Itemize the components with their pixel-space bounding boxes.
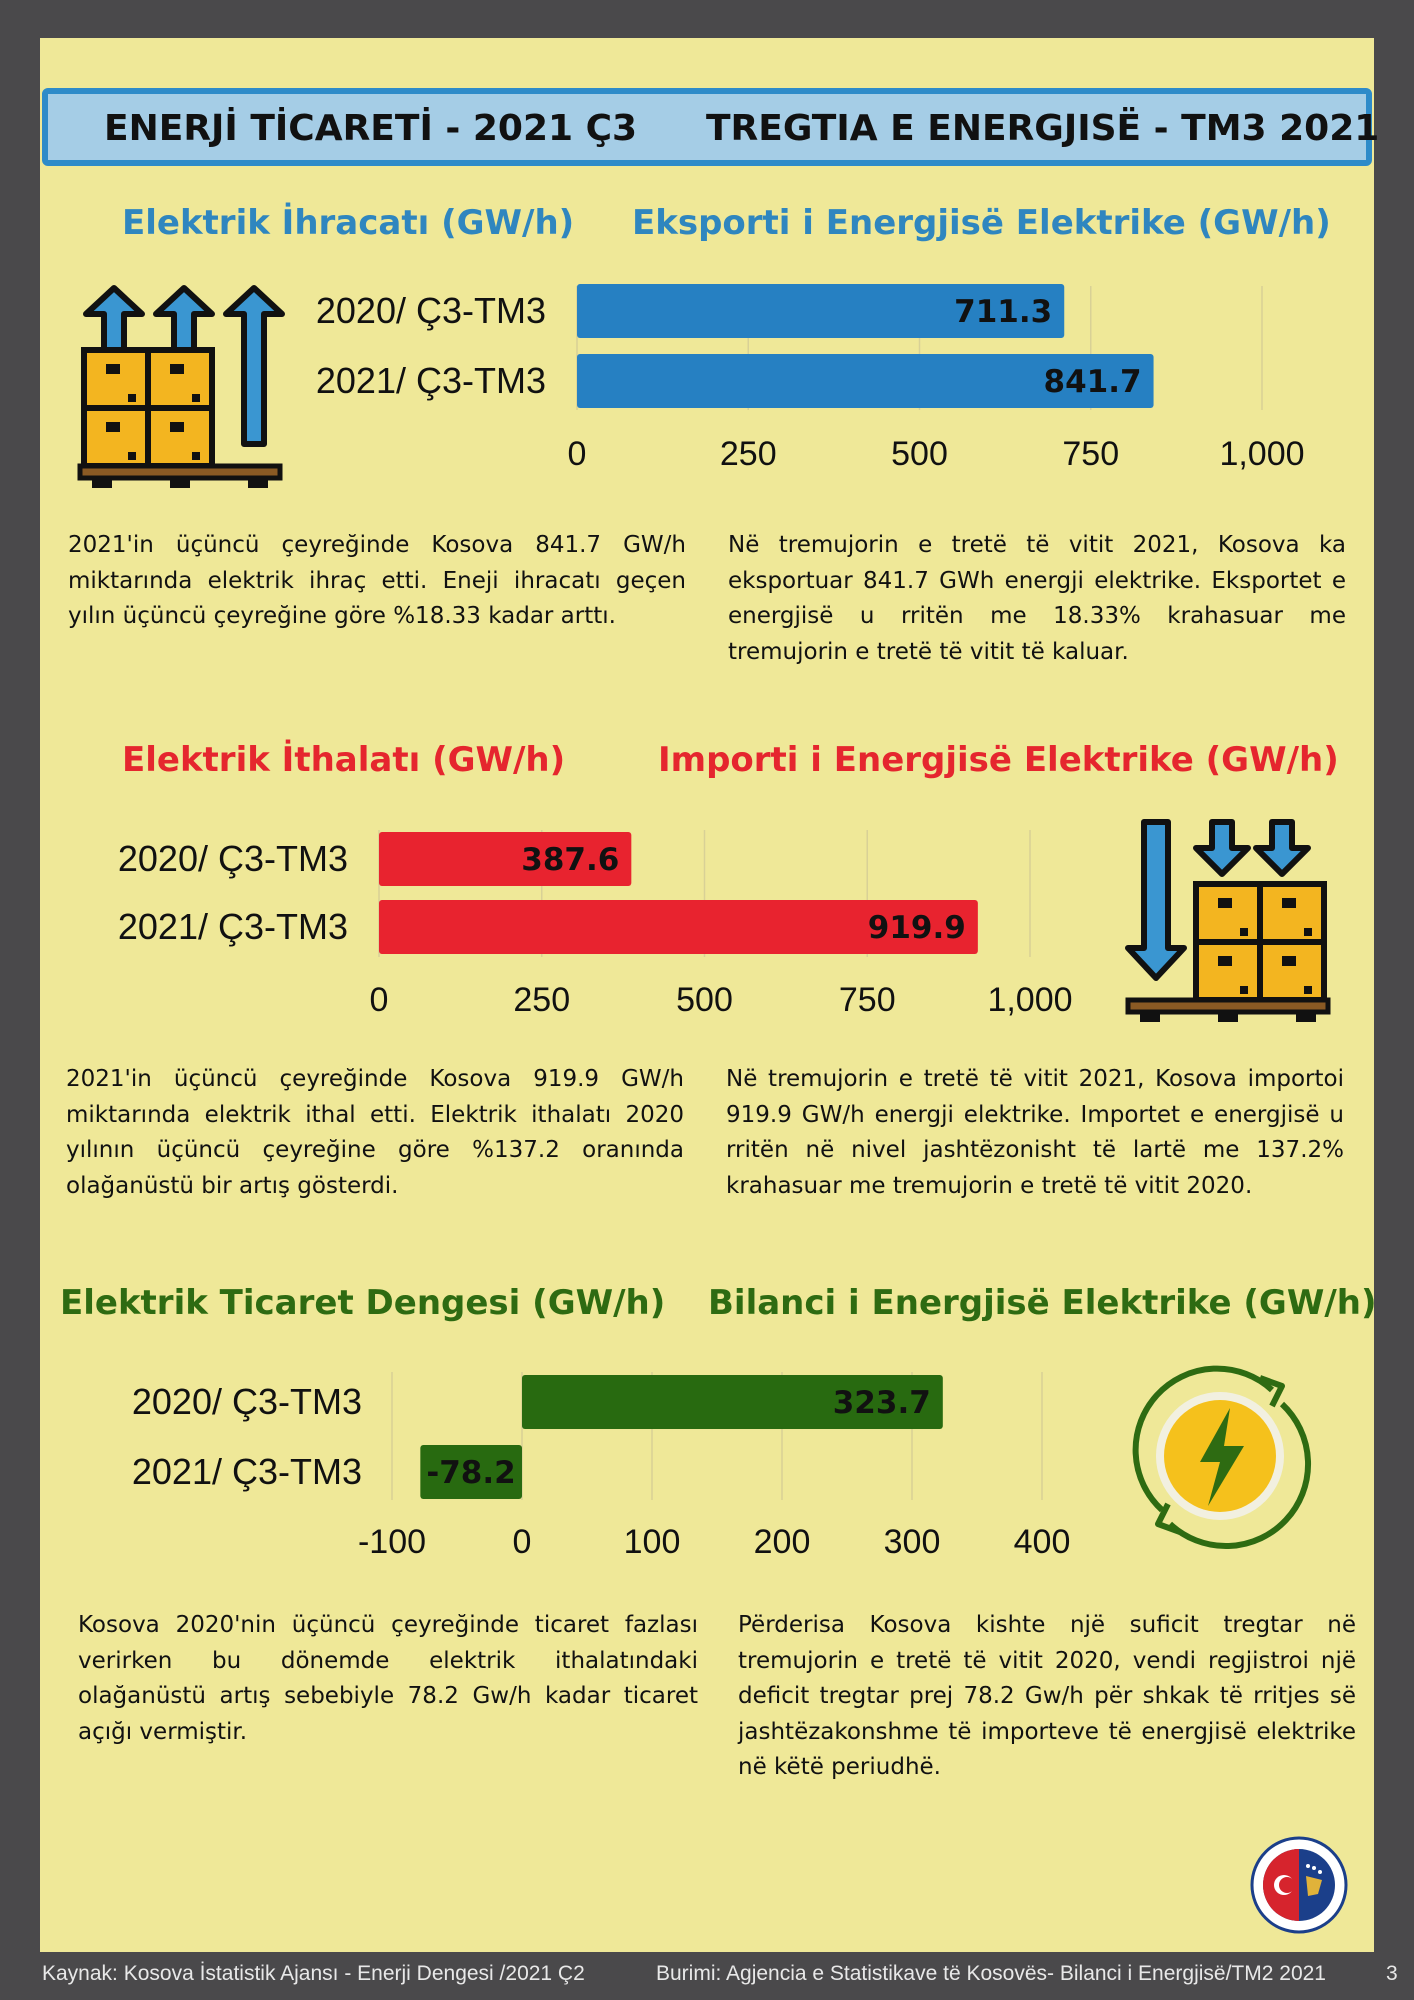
exports-bar — [577, 284, 1065, 338]
exports-tick-label: 500 — [891, 435, 948, 473]
balance-text-sq: Përderisa Kosova kishte një suficit treg… — [738, 1612, 1356, 1780]
header-title-tr: ENERJİ TİCARETİ - 2021 Ç3 — [104, 108, 638, 149]
imports-title-sq: Importi i Energjisë Elektrike (GW/h) — [658, 740, 1339, 780]
exports-text-tr: 2021'in üçüncü çeyreğinde Kosova 841.7 G… — [68, 532, 686, 629]
imports-tick-label: 1,000 — [987, 981, 1072, 1019]
exports-tick-label: 0 — [568, 435, 587, 473]
imports-text-sq: Në tremujorin e tretë të vitit 2021, Kos… — [726, 1066, 1344, 1199]
balance-tick-label: 300 — [884, 1523, 941, 1561]
balance-bar — [420, 1445, 522, 1499]
imports-data-label: 919.9 — [868, 910, 966, 946]
balance-title-tr: Elektrik Ticaret Dengesi (GW/h) — [60, 1283, 666, 1323]
balance-title-sq: Bilanci i Energjisë Elektrike (GW/h) — [708, 1283, 1377, 1323]
exports-tick-label: 250 — [720, 435, 777, 473]
imports-data-label: 387.6 — [521, 842, 619, 878]
balance-tick-label: -100 — [358, 1523, 426, 1561]
boxes-import-arrows-icon — [1125, 819, 1331, 1022]
header-banner — [42, 88, 1372, 166]
chamber-logo-icon — [1250, 1836, 1348, 1934]
exports-bar — [577, 354, 1154, 408]
balance-data-label: 323.7 — [833, 1385, 931, 1421]
balance-text-tr: Kosova 2020'nin üçüncü çeyreğinde ticare… — [78, 1612, 698, 1745]
exports-data-label: 841.7 — [1044, 364, 1142, 400]
balance-bar — [522, 1375, 943, 1429]
footer-source-tr: Kaynak: Kosova İstatistik Ajansı - Enerj… — [42, 1962, 585, 1985]
imports-bar — [379, 900, 978, 954]
balance-category-label: 2021/ Ç3-TM3 — [132, 1451, 362, 1492]
imports-category-label: 2021/ Ç3-TM3 — [118, 906, 348, 947]
exports-category-label: 2021/ Ç3-TM3 — [316, 360, 546, 401]
exports-tick-label: 1,000 — [1219, 435, 1304, 473]
imports-category-label: 2020/ Ç3-TM3 — [118, 838, 348, 879]
balance-category-label: 2020/ Ç3-TM3 — [132, 1381, 362, 1422]
balance-tick-label: 200 — [754, 1523, 811, 1561]
imports-tick-label: 250 — [513, 981, 570, 1019]
exports-tick-label: 750 — [1062, 435, 1119, 473]
imports-bar — [379, 832, 632, 886]
footer-source-sq: Burimi: Agjencia e Statistikave të Kosov… — [656, 1962, 1326, 1985]
balance-tick-label: 400 — [1014, 1523, 1071, 1561]
exports-data-label: 711.3 — [954, 294, 1052, 330]
imports-tick-label: 500 — [676, 981, 733, 1019]
exports-title-tr: Elektrik İhracatı (GW/h) — [122, 203, 575, 243]
imports-tick-label: 750 — [839, 981, 896, 1019]
header-title-sq: TREGTIA E ENERGJISË - TM3 2021 — [706, 108, 1380, 149]
page-number: 3 — [1386, 1962, 1398, 1985]
exports-category-label: 2020/ Ç3-TM3 — [316, 290, 546, 331]
imports-text-tr: 2021'in üçüncü çeyreğinde Kosova 919.9 G… — [66, 1066, 684, 1199]
lightning-cycle-icon — [1132, 1365, 1312, 1550]
imports-tick-label: 0 — [370, 981, 389, 1019]
exports-text-sq: Në tremujorin e tretë të vitit 2021, Kos… — [728, 532, 1346, 665]
boxes-export-arrows-icon — [77, 285, 285, 488]
imports-title-tr: Elektrik İthalatı (GW/h) — [122, 740, 566, 780]
balance-data-label: -78.2 — [426, 1455, 515, 1491]
balance-tick-label: 100 — [624, 1523, 681, 1561]
exports-title-sq: Eksporti i Energjisë Elektrike (GW/h) — [632, 203, 1331, 243]
balance-tick-label: 0 — [513, 1523, 532, 1561]
